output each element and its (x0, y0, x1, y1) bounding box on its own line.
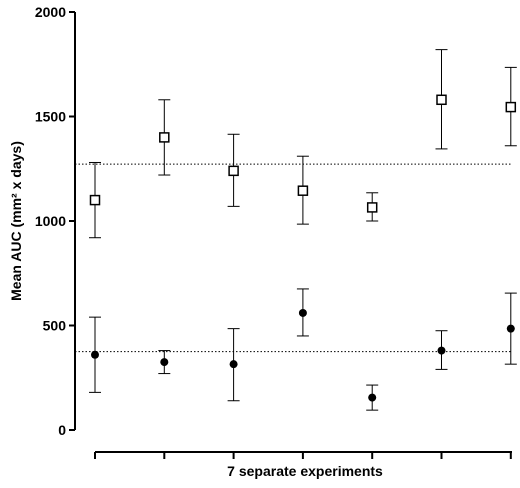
data-point-square (436, 94, 447, 106)
x-axis-label: 7 separate experiments (227, 463, 383, 479)
data-point-circle (160, 358, 169, 367)
data-point-square (89, 194, 101, 206)
data-point-circle (91, 350, 99, 359)
data-point-square (228, 165, 239, 177)
chart-marks (75, 49, 517, 411)
y-axis-label: Mean AUC (mm² x days) (8, 141, 24, 301)
data-point-square (297, 185, 309, 196)
y-tick-label: 500 (43, 318, 67, 334)
data-point-circle (437, 346, 446, 355)
data-point-square (366, 202, 378, 213)
y-tick-label: 0 (58, 422, 66, 438)
y-tick-label: 1000 (35, 213, 66, 229)
data-point-circle (229, 360, 238, 369)
data-point-circle (506, 324, 515, 333)
data-point-square (505, 101, 517, 113)
y-tick-label: 1500 (35, 109, 66, 125)
y-tick-label: 2000 (35, 4, 66, 20)
data-point-square (159, 132, 170, 143)
axes: 0 500 1000 1500 2000 (35, 4, 512, 459)
data-point-circle (368, 393, 377, 402)
data-point-circle (298, 308, 307, 317)
